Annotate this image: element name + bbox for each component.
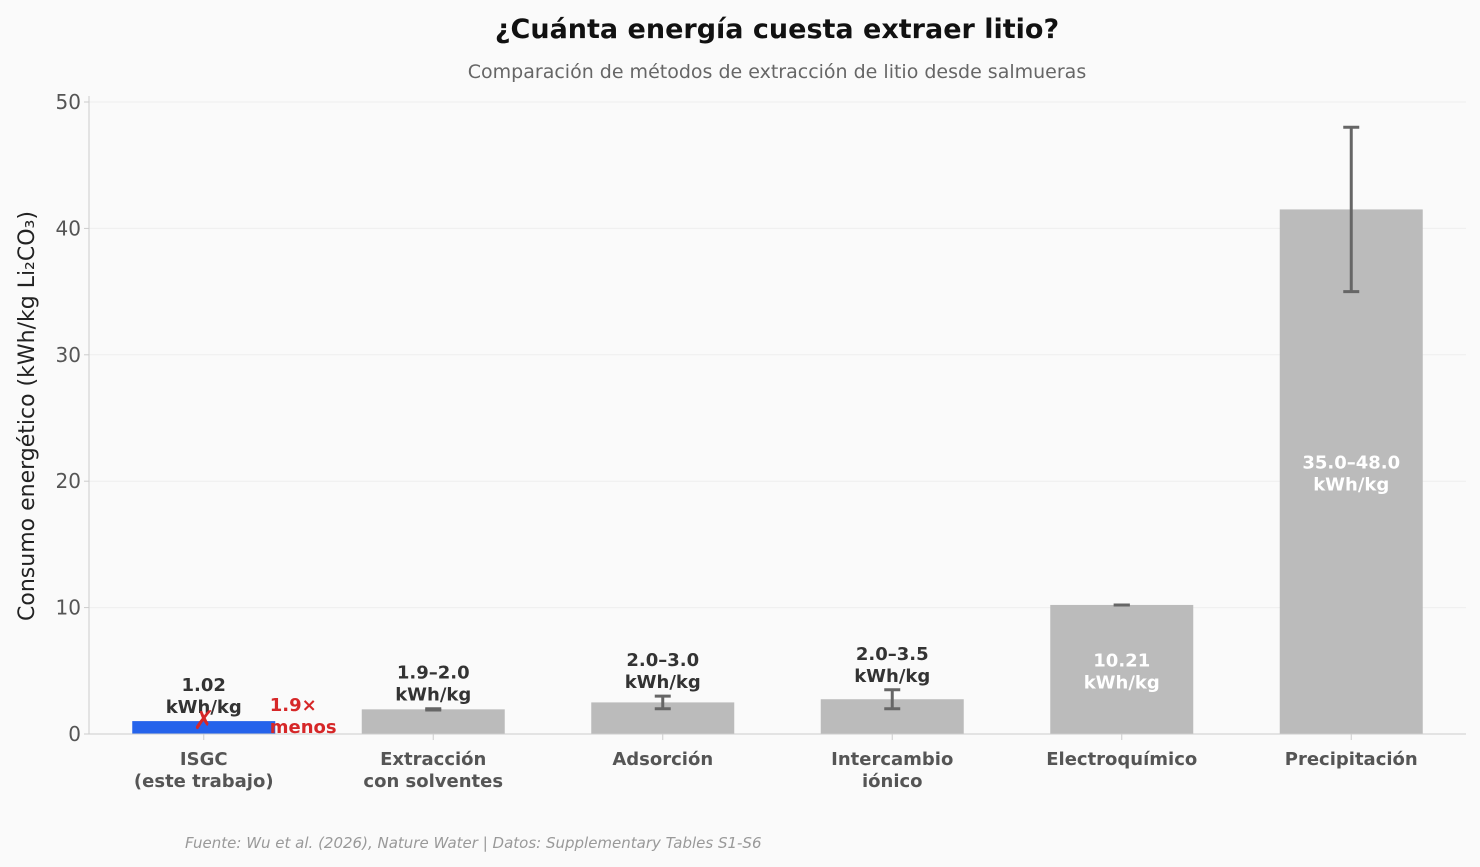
value-label: 1.9–2.0 — [397, 663, 470, 684]
bars — [132, 209, 1423, 734]
annotation: ✗ 1.9×menos — [193, 695, 337, 738]
x-tick-label: Electroquímico — [1046, 749, 1197, 770]
bar — [1279, 209, 1423, 734]
bar — [361, 709, 505, 734]
value-label: 10.21 — [1093, 650, 1150, 671]
grid-lines — [89, 101, 1466, 609]
y-tick-label: 30 — [56, 343, 81, 367]
y-tick-label: 0 — [68, 722, 81, 746]
x-tick-label: Extracción — [380, 749, 486, 770]
y-tick-label: 40 — [56, 216, 81, 240]
bar — [1050, 604, 1194, 734]
footer-source: Fuente: Wu et al. (2026), Nature Water |… — [185, 834, 761, 852]
value-label: kWh/kg — [625, 672, 701, 693]
x-tick-label: Precipitación — [1285, 749, 1418, 770]
x-tick-label: con solventes — [363, 771, 503, 792]
value-label: kWh/kg — [1084, 672, 1160, 693]
x-tick-label: Adsorción — [612, 749, 713, 770]
chart-subtitle: Comparación de métodos de extracción de … — [468, 61, 1086, 83]
value-label: 35.0–48.0 — [1302, 453, 1400, 474]
y-tick-label: 20 — [56, 469, 81, 493]
y-tick-label: 50 — [56, 90, 81, 114]
value-labels: 1.02kWh/kg1.9–2.0kWh/kg2.0–3.0kWh/kg2.0–… — [166, 453, 1400, 718]
value-label: 2.0–3.0 — [626, 650, 699, 671]
error-bars — [425, 125, 1360, 712]
annotation-text: menos — [270, 717, 337, 738]
bar — [132, 721, 276, 734]
y-axis-ticks: 0 10 20 30 40 50 — [56, 90, 89, 746]
y-axis-label: Consumo energético (kWh/kg Li₂CO₃) — [15, 211, 40, 621]
chart-title: ¿Cuánta energía cuesta extraer litio? — [495, 14, 1059, 45]
x-tick-label: ISGC — [180, 749, 228, 770]
x-tick-label: iónico — [862, 771, 923, 792]
value-label: kWh/kg — [166, 697, 242, 718]
value-label: kWh/kg — [395, 685, 471, 706]
annotation-marker: ✗ — [193, 706, 215, 736]
axes — [88, 96, 1466, 735]
x-tick-label: Intercambio — [831, 749, 953, 770]
value-label: kWh/kg — [1313, 475, 1389, 496]
x-tick-label: (este trabajo) — [134, 771, 274, 792]
annotation-text: 1.9× — [270, 695, 317, 716]
value-label: 1.02 — [182, 675, 226, 696]
y-tick-label: 10 — [56, 596, 81, 620]
value-label: 2.0–3.5 — [856, 644, 929, 665]
value-label: kWh/kg — [854, 666, 930, 687]
